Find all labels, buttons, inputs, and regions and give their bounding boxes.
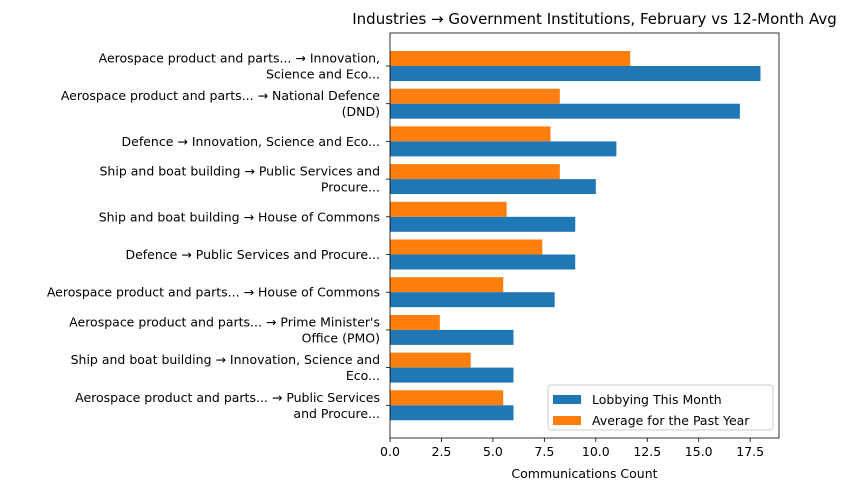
y-tick-label: Aerospace product and parts... → Public …: [75, 390, 380, 405]
legend-swatch: [553, 416, 581, 425]
legend-swatch: [553, 395, 581, 404]
bar-lobbying-this-month: [390, 141, 617, 157]
y-tick-label: Science and Eco...: [266, 67, 380, 82]
axes-frame: [389, 32, 780, 439]
y-tick-label: Office (PMO): [302, 330, 380, 345]
y-tick-label: Ship and boat building → Innovation, Sci…: [71, 352, 380, 367]
y-tick-label: and Procure...: [293, 406, 380, 421]
y-tick-label: Ship and boat building → House of Common…: [99, 209, 380, 224]
x-tick-label: 12.5: [633, 444, 661, 459]
x-tick-label: 0.0: [380, 444, 400, 459]
x-tick-label: 2.5: [432, 444, 452, 459]
y-tick-label: Defence → Public Services and Procure...: [125, 247, 380, 262]
bar-average-past-year: [390, 201, 507, 217]
x-tick-label: 15.0: [685, 444, 713, 459]
bar-lobbying-this-month: [390, 179, 596, 195]
bar-lobbying-this-month: [390, 329, 514, 345]
y-tick-label: Eco...: [346, 368, 380, 383]
bar-average-past-year: [390, 51, 631, 66]
bar-lobbying-this-month: [390, 254, 576, 270]
x-tick-label: 10.0: [582, 444, 610, 459]
chart-title: Industries → Government Institutions, Fe…: [352, 10, 836, 28]
legend-label: Lobbying This Month: [592, 392, 722, 407]
y-tick-label: Aerospace product and parts... → House o…: [47, 285, 380, 300]
y-tick-label: (DND): [342, 104, 380, 119]
bar-average-past-year: [390, 314, 440, 330]
bar-average-past-year: [390, 277, 504, 293]
x-tick-label: 7.5: [534, 444, 554, 459]
y-tick-label: Aerospace product and parts... → Prime M…: [69, 314, 380, 329]
bar-average-past-year: [390, 239, 543, 255]
bar-lobbying-this-month: [390, 216, 576, 232]
y-tick-label: Defence → Innovation, Science and Eco...: [122, 134, 380, 149]
y-tick-label: Aerospace product and parts... → Nationa…: [61, 88, 380, 103]
bar-lobbying-this-month: [390, 103, 740, 119]
bar-average-past-year: [390, 164, 560, 180]
bar-average-past-year: [390, 126, 551, 142]
x-axis-label: Communications Count: [511, 466, 657, 481]
x-tick-label: 5.0: [483, 444, 503, 459]
bar-lobbying-this-month: [390, 367, 514, 383]
bar-average-past-year: [390, 352, 471, 368]
y-tick-label: Procure...: [321, 180, 380, 195]
x-tick-label: 17.5: [736, 444, 764, 459]
legend-box: [547, 384, 774, 431]
y-tick-label: Ship and boat building → Public Services…: [100, 164, 381, 179]
legend-label: Average for the Past Year: [592, 413, 750, 428]
bar-average-past-year: [390, 88, 560, 104]
y-tick-label: Aerospace product and parts... → Innovat…: [99, 51, 380, 66]
bar-lobbying-this-month: [390, 405, 514, 421]
bar-lobbying-this-month: [390, 292, 555, 308]
bar-lobbying-this-month: [390, 66, 761, 81]
bar-average-past-year: [390, 390, 504, 406]
